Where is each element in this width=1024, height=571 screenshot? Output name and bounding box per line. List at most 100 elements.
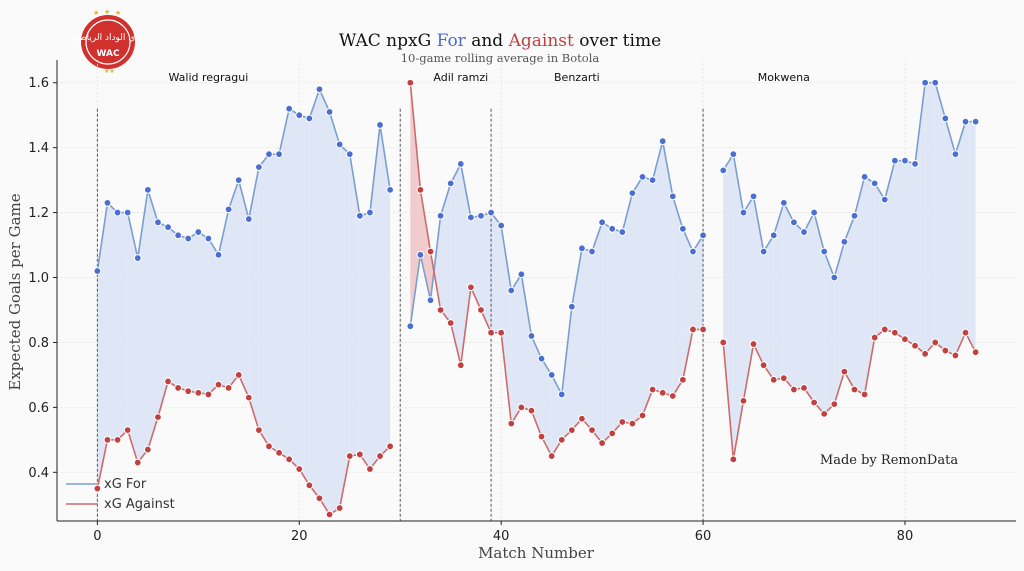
xg-against-point bbox=[668, 392, 677, 400]
xg-for-point bbox=[265, 150, 273, 159]
fill-for-region bbox=[147, 189, 158, 450]
xg-for-point bbox=[477, 211, 485, 220]
xg-for-point bbox=[658, 137, 667, 146]
xg-against-point bbox=[820, 409, 829, 418]
xg-against-point bbox=[840, 367, 849, 376]
xg-against-point bbox=[961, 328, 970, 337]
xg-for-point bbox=[214, 250, 223, 259]
xg-for-point bbox=[759, 247, 768, 256]
xg-against-point bbox=[608, 429, 617, 438]
xg-against-point bbox=[285, 455, 294, 464]
xg-for-point bbox=[840, 237, 849, 246]
xg-against-point bbox=[456, 361, 465, 370]
xg-for-point bbox=[487, 208, 495, 217]
xg-for-point bbox=[820, 247, 829, 256]
xg-for-point bbox=[860, 172, 869, 181]
xg-for-point bbox=[870, 179, 879, 188]
fill-for-region bbox=[874, 183, 885, 338]
xg-against-point bbox=[951, 351, 960, 360]
xg-for-point bbox=[638, 172, 647, 181]
fill-for-region bbox=[935, 82, 946, 351]
fill-for-region bbox=[289, 108, 300, 470]
xg-for-point bbox=[890, 156, 899, 165]
xg-for-point bbox=[406, 322, 415, 331]
xg-for-point bbox=[345, 150, 354, 159]
fill-for-region bbox=[188, 232, 199, 393]
manager-label: Adil ramzi bbox=[433, 71, 488, 84]
xg-for-point bbox=[628, 189, 637, 198]
fill-for-region bbox=[602, 222, 613, 444]
fill-for-region bbox=[238, 180, 249, 398]
xg-for-point bbox=[517, 270, 526, 279]
xg-against-point bbox=[224, 383, 233, 392]
y-tick-label: 0.6 bbox=[28, 401, 49, 416]
xg-against-point bbox=[204, 390, 213, 399]
xg-against-point bbox=[366, 465, 374, 473]
xg-for-point bbox=[729, 150, 738, 159]
xg-for-point bbox=[123, 208, 132, 217]
manager-label: Walid regragui bbox=[169, 71, 249, 84]
xg-against-point bbox=[921, 349, 930, 358]
xg-for-point bbox=[446, 179, 455, 188]
fill-for-region bbox=[672, 196, 683, 397]
xg-against-point bbox=[678, 375, 687, 384]
xg-against-point bbox=[769, 375, 778, 384]
xg-against-point bbox=[749, 340, 758, 348]
fill-for-region bbox=[198, 232, 209, 395]
chart-subtitle: 10-game rolling average in Botola bbox=[401, 51, 600, 65]
xg-against-point bbox=[870, 333, 879, 342]
xg-against-point bbox=[689, 325, 697, 334]
fill-for-region bbox=[844, 215, 855, 390]
xg-for-point bbox=[184, 234, 193, 243]
xg-against-point bbox=[537, 432, 546, 441]
xg-against-point bbox=[890, 328, 899, 337]
logo-star-right: ★ bbox=[115, 9, 121, 17]
xg-for-point bbox=[911, 159, 919, 168]
xg-for-point bbox=[275, 150, 283, 159]
xg-for-point bbox=[830, 273, 839, 282]
xg-for-point bbox=[224, 205, 233, 214]
xg-for-point bbox=[305, 114, 314, 123]
xg-against-point bbox=[416, 185, 425, 194]
x-tick-label: 0 bbox=[93, 529, 101, 544]
xg-against-point bbox=[800, 383, 808, 392]
xg-against-point bbox=[729, 455, 738, 464]
logo-arabic-text: نادي الوداد الرياضي bbox=[71, 33, 144, 43]
xg-for-point bbox=[719, 166, 728, 175]
xg-for-point bbox=[668, 192, 677, 201]
xg-for-point bbox=[537, 354, 546, 363]
xg-for-point bbox=[971, 117, 980, 126]
fill-for-region bbox=[359, 212, 370, 470]
fill-for-region bbox=[168, 227, 179, 388]
xg-for-point bbox=[325, 108, 334, 116]
xg-for-point bbox=[557, 390, 566, 399]
xg-against-point bbox=[265, 442, 273, 451]
logo-star-mid: ★ bbox=[104, 8, 110, 16]
xg-for-point bbox=[779, 198, 788, 207]
xg-for-point bbox=[921, 78, 930, 87]
fill-for-region bbox=[904, 160, 916, 346]
fill-for-region bbox=[309, 89, 320, 499]
xg-against-point bbox=[436, 306, 445, 314]
fill-for-region bbox=[349, 154, 360, 457]
xg-against-point bbox=[103, 435, 112, 444]
fill-against-region bbox=[410, 82, 421, 327]
xg-against-point bbox=[93, 484, 102, 493]
fill-for-region bbox=[612, 228, 623, 434]
xg-against-point bbox=[901, 335, 909, 344]
xg-for-point bbox=[244, 215, 253, 223]
fill-for-region bbox=[97, 202, 108, 489]
fill-for-region bbox=[208, 238, 219, 395]
xg-against-point bbox=[184, 387, 193, 396]
y-axis-label: Expected Goals per Game bbox=[6, 193, 24, 390]
fill-for-region bbox=[127, 212, 138, 463]
fill-for-region bbox=[834, 241, 845, 405]
xg-against-point bbox=[133, 458, 142, 467]
fill-for-region bbox=[854, 176, 865, 395]
fill-for-region bbox=[433, 215, 441, 310]
xg-for-point bbox=[739, 208, 748, 217]
fill-for-region bbox=[743, 196, 754, 401]
xg-against-point bbox=[719, 338, 728, 347]
fill-for-region bbox=[955, 121, 966, 356]
